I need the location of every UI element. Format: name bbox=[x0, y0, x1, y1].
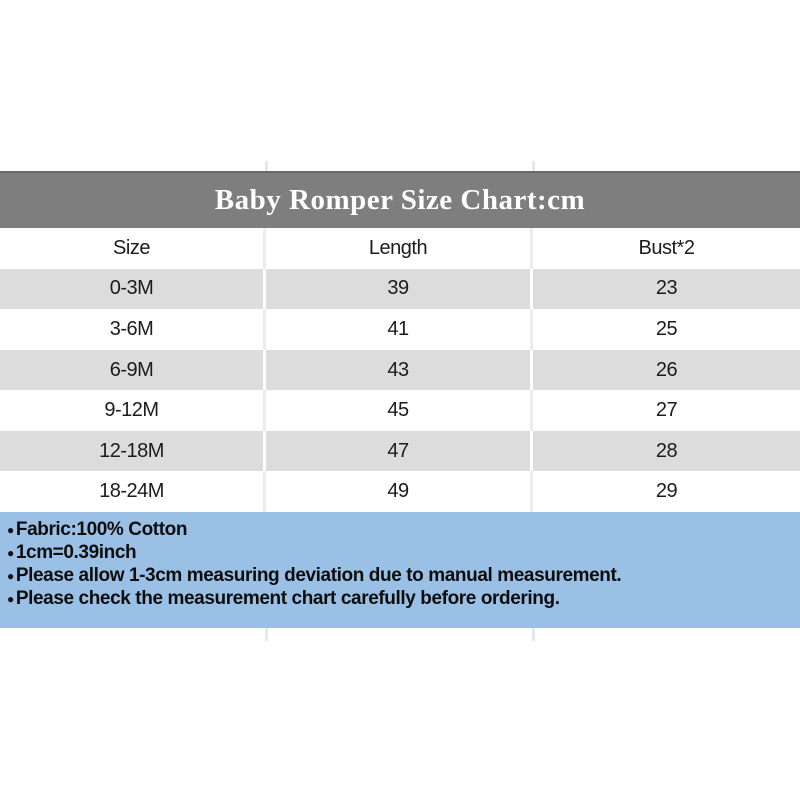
note-line: ● Please allow 1-3cm measuring deviation… bbox=[7, 564, 792, 587]
bust-cell: 27 bbox=[655, 399, 678, 422]
bullet-icon: ● bbox=[7, 545, 14, 560]
size-table: Size Length Bust*2 0-3M 39 23 3-6M 41 25… bbox=[0, 228, 800, 513]
bust-cell: 25 bbox=[655, 317, 678, 340]
length-cell: 45 bbox=[266, 390, 533, 431]
length-cell: 43 bbox=[266, 349, 533, 391]
bullet-icon: ● bbox=[7, 568, 14, 583]
bust-cell: 26 bbox=[655, 358, 678, 381]
column-divider-stub bbox=[265, 161, 268, 171]
table-row: 6-9M 43 26 bbox=[0, 349, 800, 391]
size-cell: 12-18M bbox=[0, 430, 266, 472]
table-header-row: Size Length Bust*2 bbox=[0, 228, 800, 269]
size-cell: 6-9M bbox=[0, 349, 266, 391]
note-line: ● Please check the measurement chart car… bbox=[7, 587, 792, 610]
column-header-bust: Bust*2 bbox=[638, 236, 695, 259]
column-divider-stub bbox=[532, 628, 535, 641]
length-cell: 39 bbox=[266, 268, 533, 310]
length-cell: 41 bbox=[266, 309, 533, 350]
size-cell: 18-24M bbox=[0, 471, 266, 513]
table-row: 0-3M 39 23 bbox=[0, 268, 800, 310]
size-cell: 0-3M bbox=[0, 268, 266, 310]
note-text: Please allow 1-3cm measuring deviation d… bbox=[15, 564, 622, 586]
bust-cell: 29 bbox=[655, 480, 678, 503]
note-text: Fabric:100% Cotton bbox=[15, 518, 188, 540]
title-bar: Baby Romper Size Chart:cm bbox=[0, 171, 800, 228]
size-cell: 3-6M bbox=[0, 309, 266, 350]
table-row: 12-18M 47 28 bbox=[0, 430, 800, 472]
length-cell: 49 bbox=[266, 471, 533, 513]
note-line: ● Fabric:100% Cotton bbox=[7, 518, 792, 541]
column-header-length: Length bbox=[266, 228, 533, 269]
table-row: 18-24M 49 29 bbox=[0, 471, 800, 513]
column-divider-stub bbox=[265, 628, 268, 641]
table-row: 3-6M 41 25 bbox=[0, 309, 800, 350]
bullet-icon: ● bbox=[7, 591, 14, 606]
length-cell: 47 bbox=[266, 430, 533, 472]
bust-cell: 28 bbox=[655, 439, 678, 462]
note-text: 1cm=0.39inch bbox=[15, 541, 137, 563]
column-header-size: Size bbox=[0, 228, 266, 269]
table-row: 9-12M 45 27 bbox=[0, 390, 800, 431]
bust-cell: 23 bbox=[655, 277, 678, 300]
bullet-icon: ● bbox=[7, 522, 14, 537]
size-cell: 9-12M bbox=[0, 390, 266, 431]
page-title: Baby Romper Size Chart:cm bbox=[214, 184, 586, 216]
note-text: Please check the measurement chart caref… bbox=[15, 587, 560, 609]
notes-panel: ● Fabric:100% Cotton ● 1cm=0.39inch ● Pl… bbox=[0, 512, 800, 628]
column-divider-stub bbox=[532, 161, 535, 171]
note-line: ● 1cm=0.39inch bbox=[7, 541, 792, 564]
